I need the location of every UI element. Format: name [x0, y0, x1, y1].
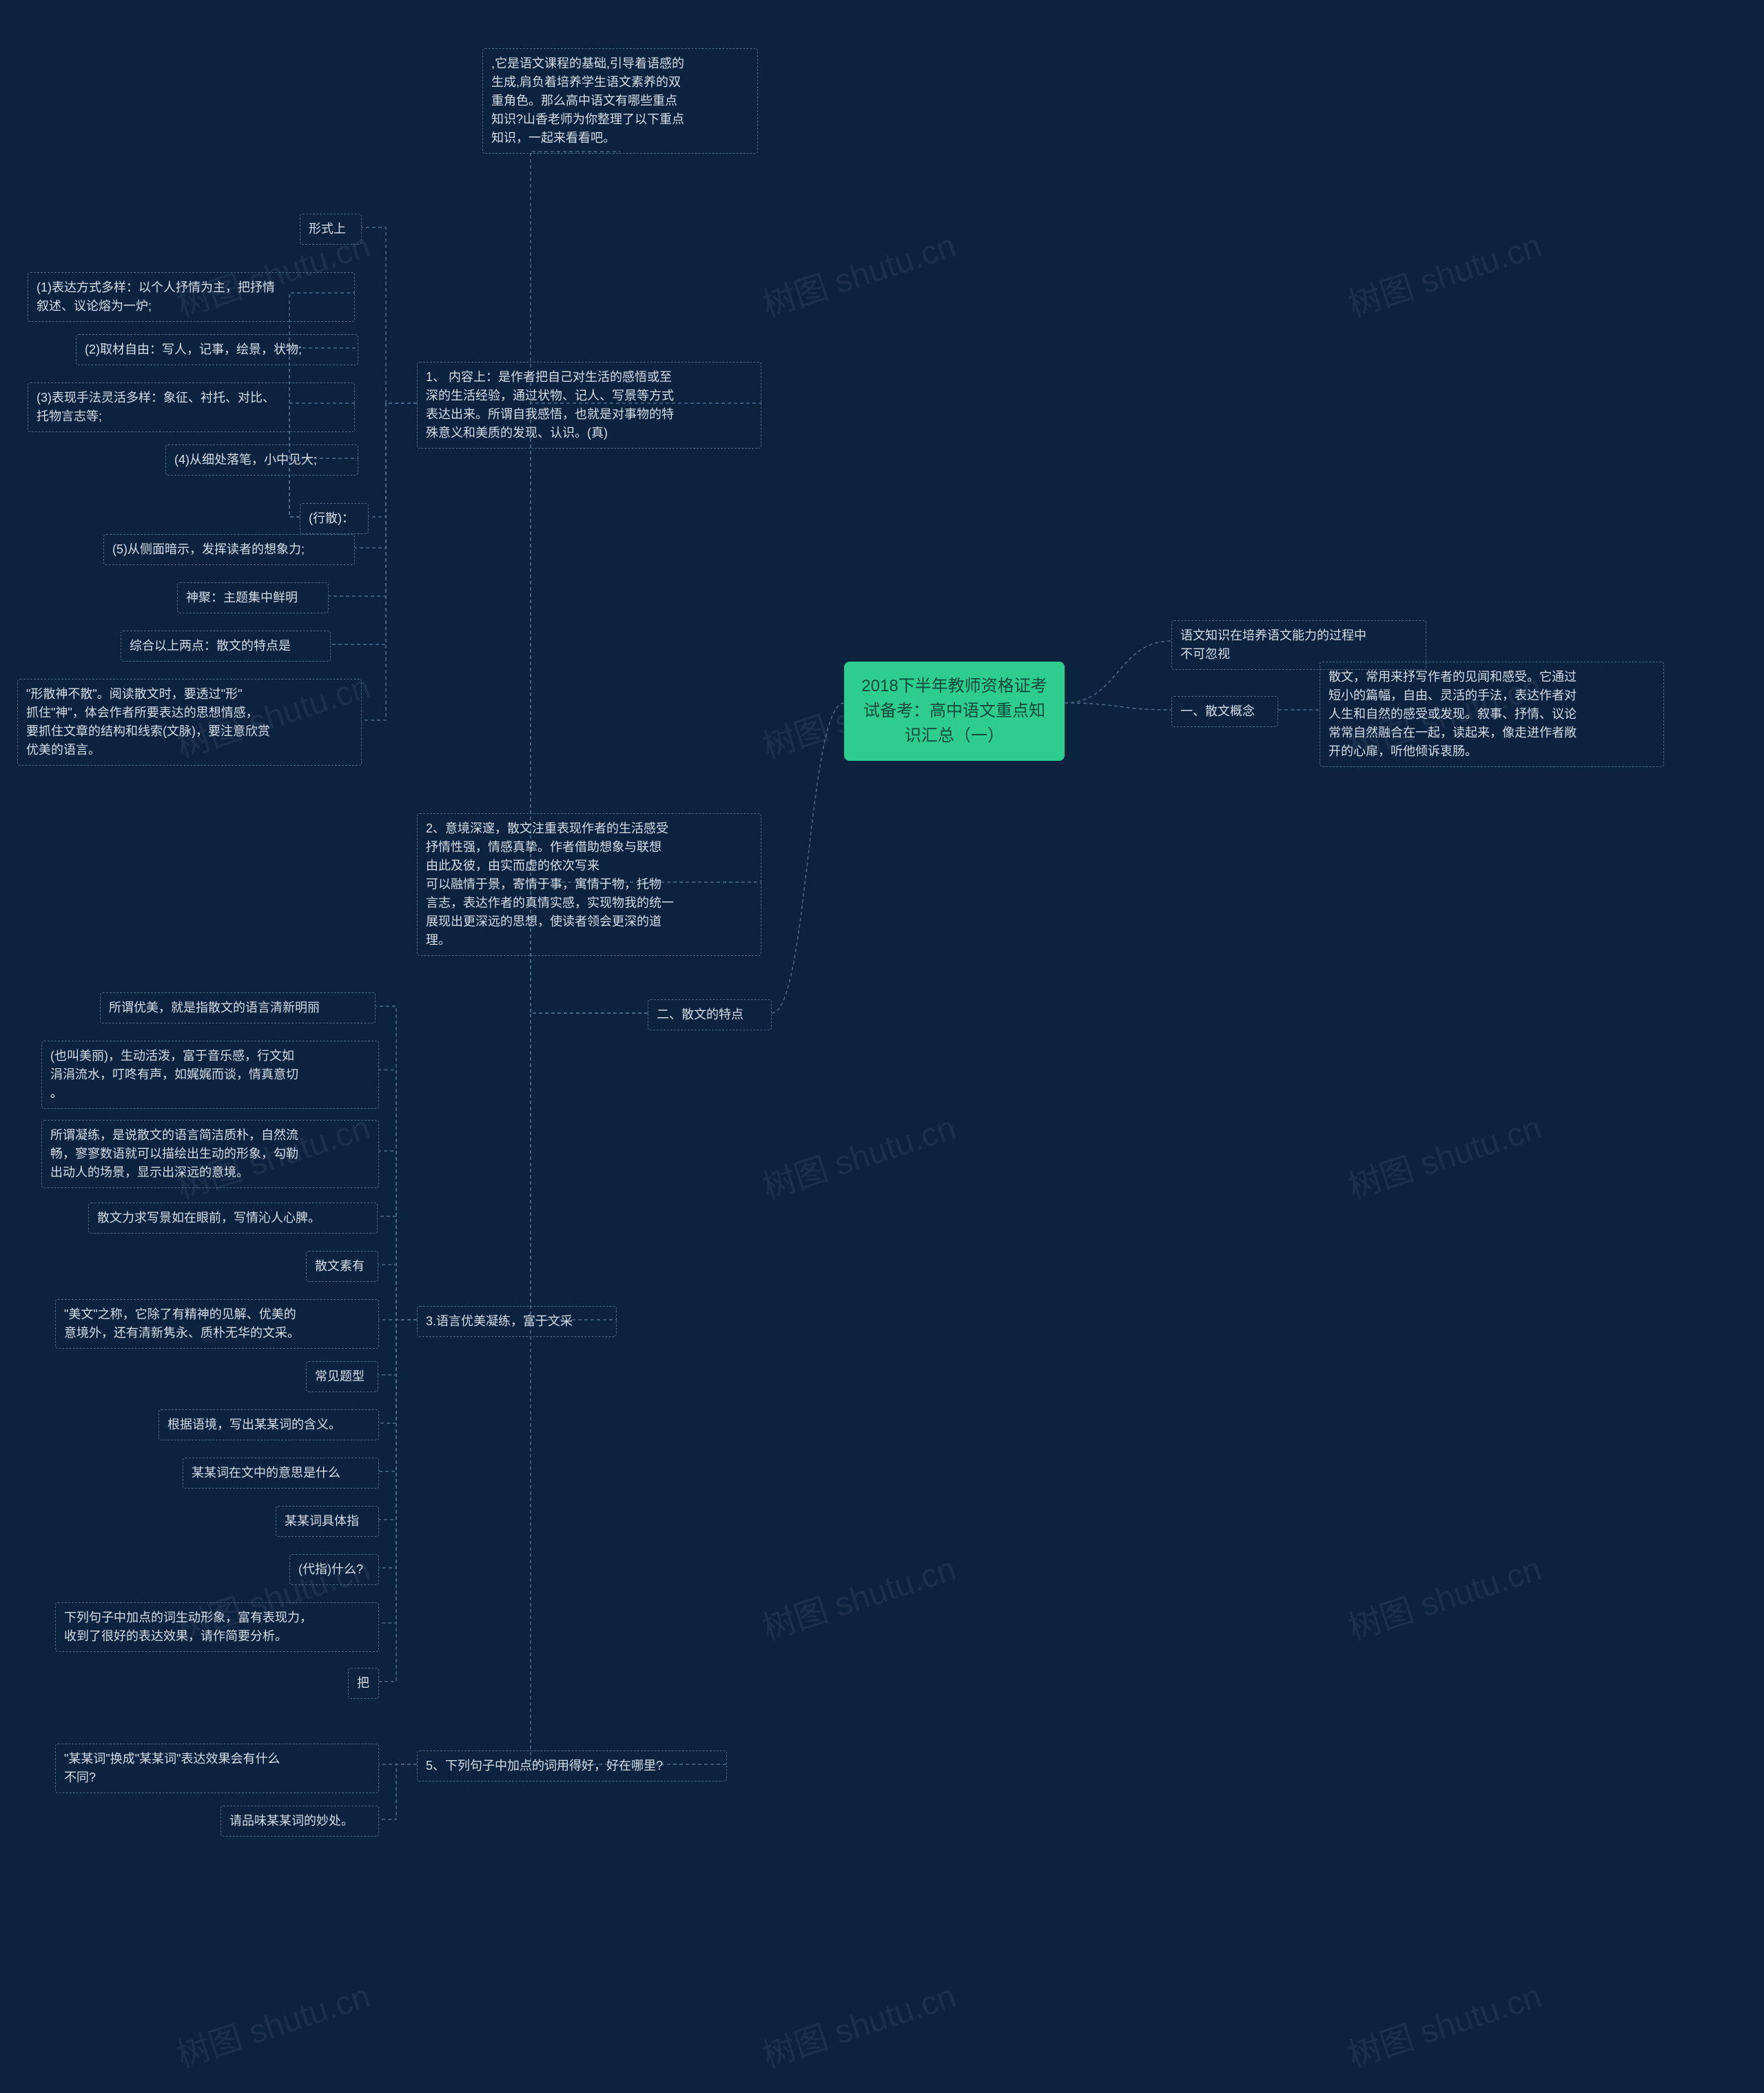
node-xs1[interactable]: (1)表达方式多样：以个人抒情为主，把抒情 叙述、议论熔为一炉; — [28, 272, 355, 322]
connector — [379, 1151, 417, 1320]
connector — [378, 1265, 417, 1320]
connector — [329, 403, 417, 596]
node-xingsan[interactable]: (行散)： — [300, 503, 369, 534]
watermark: 树图 shutu.cn — [755, 1542, 961, 1649]
connector — [1065, 703, 1171, 710]
node-d1[interactable]: "某某词"换成"某某词"表达效果会有什么 不同? — [55, 1744, 379, 1793]
connector — [378, 1216, 417, 1320]
node-xs4[interactable]: (4)从细处落笔，小中见大; — [165, 445, 358, 476]
node-xs5[interactable]: (5)从侧面暗示，发挥读者的想象力; — [103, 534, 355, 565]
node-r2[interactable]: 一、散文概念 — [1171, 696, 1278, 727]
node-c7[interactable]: 常见题型 — [306, 1361, 378, 1392]
connector — [362, 227, 417, 403]
connector — [379, 1764, 417, 1819]
node-l1_top[interactable]: ,它是语文课程的基础,引导着语感的 生成,肩负着培养学生语文素养的双 重角色。那… — [482, 48, 758, 154]
node-l1_a[interactable]: 1、 内容上：是作者把自己对生活的感悟或至 深的生活经验，通过状物、记人、写景等… — [417, 362, 761, 449]
connector — [531, 1013, 727, 1764]
node-c10[interactable]: 某某词具体指 — [276, 1506, 379, 1537]
connector — [362, 403, 417, 720]
connector — [379, 1320, 417, 1423]
node-c4[interactable]: 散文力求写景如在眼前，写情沁人心脾。 — [88, 1203, 378, 1234]
watermark: 树图 shutu.cn — [755, 1101, 961, 1208]
node-xingshi[interactable]: 形式上 — [300, 214, 362, 245]
node-c5[interactable]: 散文素有 — [306, 1251, 378, 1282]
node-shenju[interactable]: 神聚：主题集中鲜明 — [177, 582, 329, 613]
node-l1_d[interactable]: 5、下列句子中加点的词用得好，好在哪里? — [417, 1750, 727, 1781]
node-c9[interactable]: 某某词在文中的意思是什么 — [183, 1458, 379, 1489]
node-l1[interactable]: 二、散文的特点 — [648, 999, 772, 1030]
connector — [379, 1320, 417, 1682]
mindmap-canvas: 树图 shutu.cn 树图 shutu.cn 树图 shutu.cn 树图 shut… — [0, 0, 1764, 2093]
watermark: 树图 shutu.cn — [1341, 1542, 1546, 1649]
connector — [379, 1070, 417, 1320]
connector — [378, 1320, 417, 1375]
watermark: 树图 shutu.cn — [1341, 1969, 1546, 2076]
node-c8[interactable]: 根据语境，写出某某词的含义。 — [158, 1409, 379, 1440]
watermark: 树图 shutu.cn — [1341, 218, 1546, 326]
watermark: 树图 shutu.cn — [1341, 1101, 1546, 1208]
connector — [376, 1006, 417, 1320]
node-c12[interactable]: 下列句子中加点的词生动形象，富有表现力， 收到了很好的表达效果，请作简要分析。 — [55, 1602, 379, 1652]
watermark: 树图 shutu.cn — [755, 218, 961, 326]
watermark: 树图 shutu.cn — [755, 1969, 961, 2076]
connector — [531, 1013, 648, 1320]
connector — [379, 1320, 417, 1471]
node-l1_c[interactable]: 3.语言优美凝练，富于文采 — [417, 1306, 617, 1337]
node-c13[interactable]: 把 — [348, 1668, 379, 1699]
node-c2[interactable]: (也叫美丽)，生动活泼，富于音乐感，行文如 涓涓流水，叮咚有声，如娓娓而谈，情真… — [41, 1041, 379, 1109]
node-c1[interactable]: 所谓优美，就是指散文的语言清新明丽 — [100, 992, 376, 1023]
node-r2a[interactable]: 散文，常用来抒写作者的见闻和感受。它通过 短小的篇幅，自由、灵活的手法，表达作者… — [1320, 662, 1664, 767]
node-l1_b[interactable]: 2、意境深邃，散文注重表现作者的生活感受 抒情性强，情感真挚。作者借助想象与联想… — [417, 813, 761, 956]
connector — [369, 403, 417, 517]
node-zonghe[interactable]: 综合以上两点：散文的特点是 — [121, 631, 331, 662]
connector — [1065, 641, 1171, 703]
node-xingsanshen[interactable]: "形散神不散"。阅读散文时，要透过"形" 抓住"神"，体会作者所要表达的思想情感… — [17, 679, 362, 766]
connector — [379, 1320, 417, 1520]
connector — [772, 703, 844, 1013]
node-d2[interactable]: 请品味某某词的妙处。 — [220, 1806, 379, 1837]
connector — [379, 1320, 417, 1568]
node-c6[interactable]: "美文"之称，它除了有精神的见解、优美的 意境外，还有清新隽永、质朴无华的文采。 — [55, 1299, 379, 1349]
node-root[interactable]: 2018下半年教师资格证考 试备考：高中语文重点知 识汇总（一） — [844, 662, 1065, 761]
watermark: 树图 shutu.cn — [170, 1969, 375, 2076]
connector — [379, 1320, 417, 1623]
node-xs3[interactable]: (3)表现手法灵活多样：象征、衬托、对比、 托物言志等; — [28, 382, 355, 432]
node-c3[interactable]: 所谓凝练，是说散文的语言简洁质朴，自然流 畅，寥寥数语就可以描绘出生动的形象，勾… — [41, 1120, 379, 1188]
node-xs2[interactable]: (2)取材自由：写人，记事，绘景，状物; — [76, 334, 358, 365]
node-c11[interactable]: (代指)什么? — [289, 1554, 379, 1585]
connector — [289, 348, 358, 517]
